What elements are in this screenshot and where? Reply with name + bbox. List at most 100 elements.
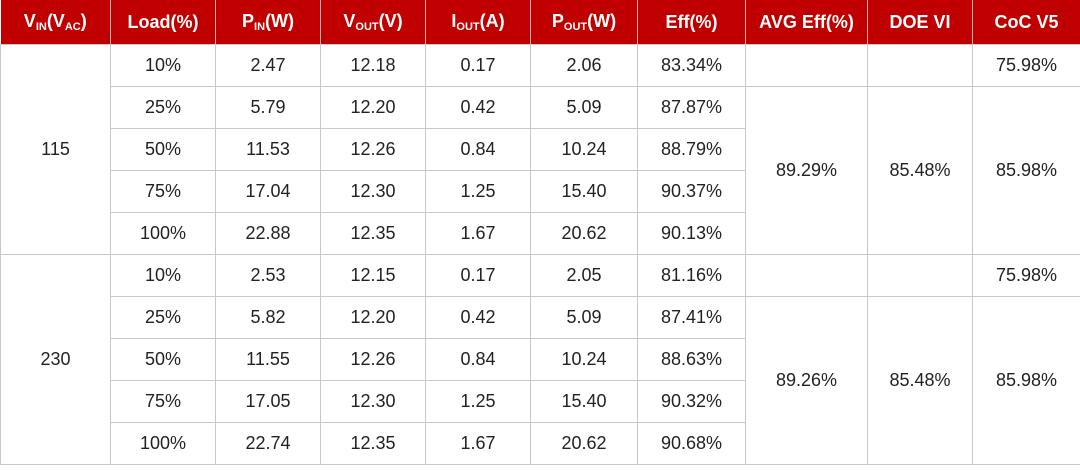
header-cell: VOUT(V) [320, 0, 426, 45]
coc-cell: 85.98% [972, 296, 1080, 465]
data-cell: 10% [110, 254, 216, 297]
data-cell: 1.67 [425, 212, 531, 255]
data-cell: 22.88 [215, 212, 321, 255]
data-cell: 22.74 [215, 422, 321, 465]
data-cell: 90.37% [637, 170, 746, 213]
header-subscript: AC [64, 21, 81, 33]
header-cell: AVG Eff(%) [745, 0, 868, 45]
data-cell: 17.04 [215, 170, 321, 213]
empty-cell [867, 254, 973, 297]
header-cell: Load(%) [110, 0, 216, 45]
header-text: Eff(%) [665, 11, 718, 32]
data-cell: 100% [110, 212, 216, 255]
data-cell: 5.09 [530, 296, 638, 339]
header-text: Load(%) [127, 11, 199, 32]
data-cell: 50% [110, 338, 216, 381]
header-text: P [242, 11, 255, 31]
header-text: AVG Eff(%) [759, 11, 854, 32]
data-cell: 11.53 [215, 128, 321, 171]
data-cell: 20.62 [530, 212, 638, 255]
data-cell: 100% [110, 422, 216, 465]
data-row: 25% 5.82 12.20 0.42 5.09 87.41% 89.26% 85.48% 85… [1, 296, 1080, 465]
header-text: P [551, 11, 564, 31]
data-cell: 50% [110, 128, 216, 171]
data-cell: 12.18 [320, 44, 426, 87]
data-cell: 12.30 [320, 170, 426, 213]
data-cell: 2.53 [215, 254, 321, 297]
data-cell: 90.13% [637, 212, 746, 255]
data-cell: 75% [110, 380, 216, 423]
header-text: V [343, 11, 356, 31]
data-cell: 11.55 [215, 338, 321, 381]
data-cell: 10% [110, 44, 216, 87]
data-cell: 10.24 [530, 338, 638, 381]
header-cell: IOUT(A) [425, 0, 531, 45]
header-cell: DOE VI [867, 0, 973, 45]
data-cell: 12.35 [320, 212, 426, 255]
header-cell: POUT(W) [530, 0, 638, 45]
coc-cell: 75.98% [972, 44, 1080, 87]
data-cell: 10.24 [530, 128, 638, 171]
data-cell: 2.05 [530, 254, 638, 297]
doe-cell: 85.48% [867, 296, 973, 465]
data-cell: 90.68% [637, 422, 746, 465]
data-cell: 87.41% [637, 296, 746, 339]
data-row: 50% 11.55 12.26 0.84 10.24 88.63% [1, 338, 1080, 381]
data-row: 115 10% 2.47 12.18 0.17 2.06 83.34% 75.98% [0, 44, 1080, 255]
header-cell: PIN(W) [215, 0, 321, 45]
data-cell: 12.20 [320, 296, 426, 339]
data-cell: 15.40 [530, 170, 638, 213]
header-subscript: IN [254, 21, 266, 33]
doe-cell: 85.48% [867, 86, 973, 255]
header-cell: VIN(VAC) [0, 0, 111, 45]
header-cell: CoC V5 [972, 0, 1080, 45]
data-cell: 81.16% [637, 254, 746, 297]
header-text: (W) [265, 11, 294, 31]
data-cell: 0.84 [425, 128, 531, 171]
data-cell: 5.09 [530, 86, 638, 129]
data-cell: 2.47 [215, 44, 321, 87]
data-cell: 1.25 [425, 170, 531, 213]
empty-cell [867, 44, 973, 87]
coc-cell: 75.98% [972, 254, 1080, 297]
data-cell: 83.34% [637, 44, 746, 87]
empty-cell [745, 254, 868, 297]
data-cell: 0.17 [425, 254, 531, 297]
data-row: 75% 17.04 12.30 1.25 15.40 90.37% [1, 170, 1080, 213]
data-cell: 17.05 [215, 380, 321, 423]
header-text: V [23, 11, 36, 31]
header-text: I [451, 11, 457, 31]
avg-eff-cell: 89.29% [745, 86, 868, 255]
header-row: VIN(VAC) Load(%) PIN(W) VOUT(V) IOUT(A) POUT(… [0, 0, 1080, 45]
header-text: (V) [378, 11, 403, 31]
header-subscript: OUT [456, 21, 480, 33]
data-cell: 75% [110, 170, 216, 213]
data-cell: 90.32% [637, 380, 746, 423]
data-cell: 12.26 [320, 338, 426, 381]
avg-eff-cell: 89.26% [745, 296, 868, 465]
empty-cell [745, 44, 868, 87]
data-cell: 88.63% [637, 338, 746, 381]
vin-cell: 115 [0, 44, 111, 255]
data-cell: 12.26 [320, 128, 426, 171]
vin-cell: 230 [0, 254, 111, 465]
header-text: DOE VI [889, 11, 951, 32]
data-cell: 1.67 [425, 422, 531, 465]
data-cell: 87.87% [637, 86, 746, 129]
data-cell: 25% [110, 86, 216, 129]
header-text: (W) [587, 11, 617, 31]
data-cell: 2.06 [530, 44, 638, 87]
data-cell: 5.82 [215, 296, 321, 339]
header-text: ) [80, 11, 87, 31]
data-row: 230 10% 2.53 12.15 0.17 2.05 81.16% 75.98% [0, 254, 1080, 465]
data-cell: 88.79% [637, 128, 746, 171]
header-cell: Eff(%) [637, 0, 746, 45]
data-cell: 1.25 [425, 380, 531, 423]
data-cell: 12.20 [320, 86, 426, 129]
header-text: CoC V5 [994, 11, 1059, 32]
coc-cell: 85.98% [972, 86, 1080, 255]
header-text: (V [46, 11, 65, 31]
header-subscript: OUT [563, 21, 588, 33]
